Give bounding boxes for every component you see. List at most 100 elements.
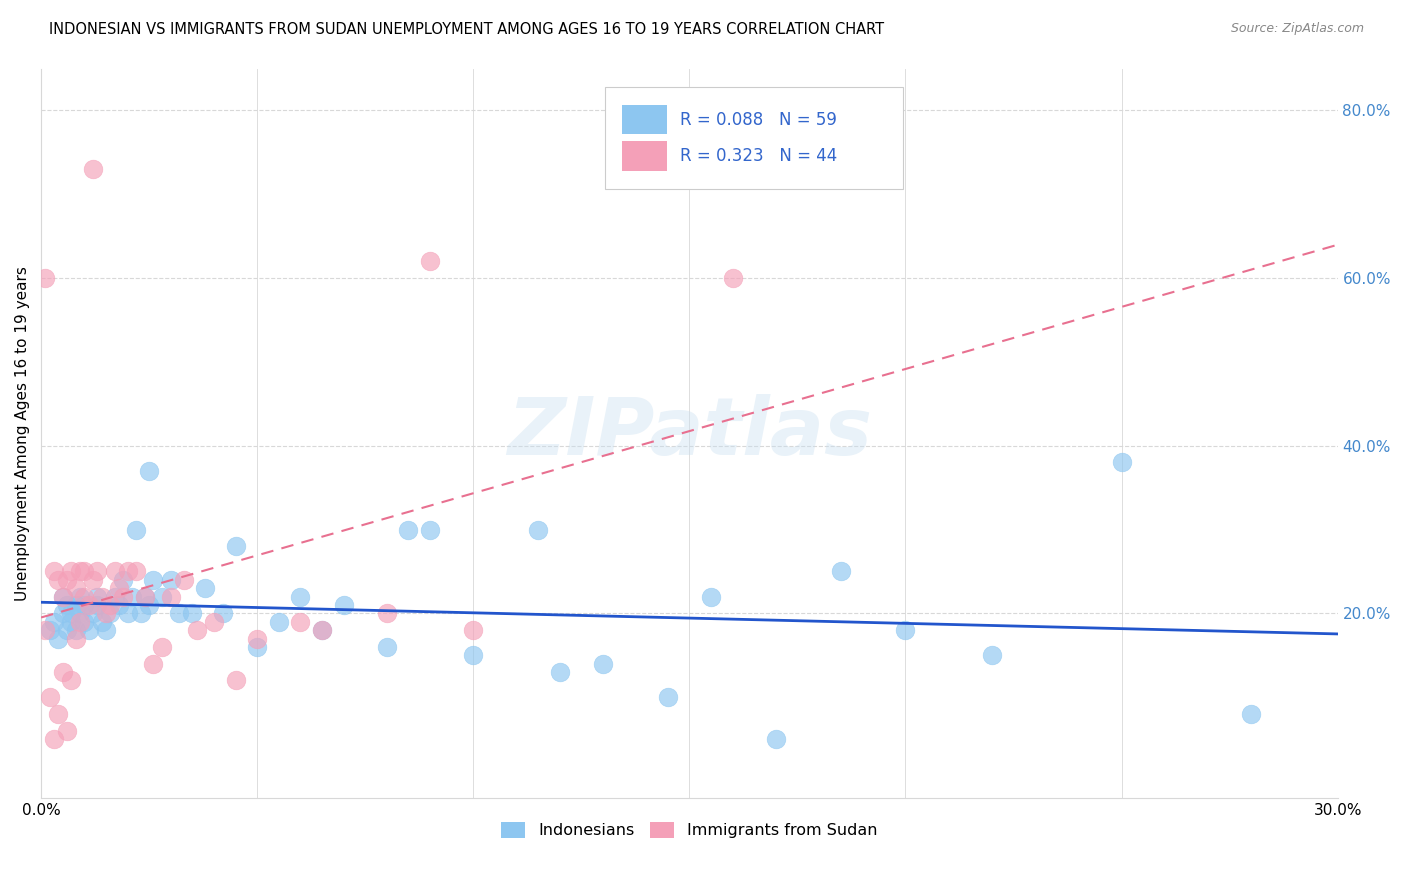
Point	[159, 590, 181, 604]
Point	[82, 162, 104, 177]
Point	[94, 623, 117, 637]
Point	[332, 598, 354, 612]
Point	[73, 615, 96, 629]
Point	[48, 632, 70, 646]
Point	[267, 615, 290, 629]
Text: R = 0.323   N = 44: R = 0.323 N = 44	[681, 147, 838, 165]
Point	[60, 615, 83, 629]
Point	[86, 565, 108, 579]
Point	[246, 632, 269, 646]
Point	[194, 581, 217, 595]
Point	[980, 648, 1002, 663]
Point	[48, 573, 70, 587]
Point	[129, 607, 152, 621]
Point	[65, 632, 87, 646]
Point	[125, 565, 148, 579]
Point	[150, 640, 173, 654]
Point	[98, 598, 121, 612]
Point	[765, 732, 787, 747]
Point	[548, 665, 571, 679]
Point	[246, 640, 269, 654]
Point	[419, 254, 441, 268]
Point	[77, 623, 100, 637]
Point	[108, 581, 131, 595]
Text: R = 0.088   N = 59: R = 0.088 N = 59	[681, 111, 837, 128]
Point	[186, 623, 208, 637]
Point	[69, 590, 91, 604]
Point	[73, 590, 96, 604]
Point	[159, 573, 181, 587]
Y-axis label: Unemployment Among Ages 16 to 19 years: Unemployment Among Ages 16 to 19 years	[15, 266, 30, 600]
Point	[56, 623, 79, 637]
Point	[134, 590, 156, 604]
Point	[138, 464, 160, 478]
Point	[60, 565, 83, 579]
Point	[65, 623, 87, 637]
Text: ZIPatlas: ZIPatlas	[508, 394, 872, 472]
Point	[125, 523, 148, 537]
Point	[375, 607, 398, 621]
Point	[181, 607, 204, 621]
Point	[463, 623, 485, 637]
Point	[73, 565, 96, 579]
Point	[463, 648, 485, 663]
Point	[56, 573, 79, 587]
Point	[98, 607, 121, 621]
Point	[90, 615, 112, 629]
Point	[86, 590, 108, 604]
Point	[134, 590, 156, 604]
Point	[69, 607, 91, 621]
Point	[225, 539, 247, 553]
Point	[117, 565, 139, 579]
FancyBboxPatch shape	[621, 105, 668, 134]
Point	[173, 573, 195, 587]
Text: INDONESIAN VS IMMIGRANTS FROM SUDAN UNEMPLOYMENT AMONG AGES 16 TO 19 YEARS CORRE: INDONESIAN VS IMMIGRANTS FROM SUDAN UNEM…	[49, 22, 884, 37]
Point	[52, 590, 75, 604]
Point	[38, 690, 60, 705]
Point	[121, 590, 143, 604]
Point	[290, 615, 312, 629]
Point	[830, 565, 852, 579]
Point	[138, 598, 160, 612]
Point	[112, 573, 135, 587]
Point	[419, 523, 441, 537]
Point	[90, 590, 112, 604]
Point	[65, 581, 87, 595]
Point	[77, 598, 100, 612]
Point	[169, 607, 191, 621]
Text: Source: ZipAtlas.com: Source: ZipAtlas.com	[1230, 22, 1364, 36]
Point	[82, 607, 104, 621]
Point	[103, 590, 125, 604]
Point	[142, 573, 165, 587]
Point	[52, 590, 75, 604]
Point	[52, 665, 75, 679]
Point	[290, 590, 312, 604]
Point	[150, 590, 173, 604]
Point	[1111, 455, 1133, 469]
Point	[527, 523, 550, 537]
Point	[103, 565, 125, 579]
Point	[657, 690, 679, 705]
Point	[48, 706, 70, 721]
Point	[592, 657, 614, 671]
Point	[700, 590, 723, 604]
Point	[112, 590, 135, 604]
Point	[721, 271, 744, 285]
Point	[38, 623, 60, 637]
Point	[69, 615, 91, 629]
Point	[60, 673, 83, 688]
Point	[65, 598, 87, 612]
Point	[56, 723, 79, 738]
Point	[1240, 706, 1263, 721]
Point	[34, 271, 56, 285]
Point	[311, 623, 333, 637]
Point	[52, 607, 75, 621]
Point	[894, 623, 917, 637]
Point	[108, 598, 131, 612]
Point	[202, 615, 225, 629]
Point	[117, 607, 139, 621]
Point	[211, 607, 233, 621]
Point	[60, 607, 83, 621]
Point	[225, 673, 247, 688]
FancyBboxPatch shape	[621, 142, 668, 170]
